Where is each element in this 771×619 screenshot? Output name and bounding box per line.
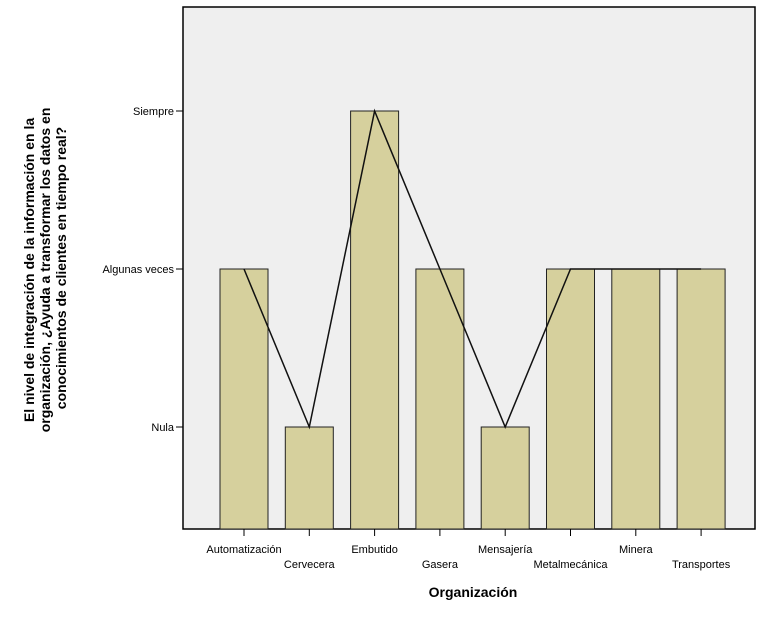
x-tick-label: Embutido xyxy=(351,544,397,556)
bar xyxy=(480,426,530,530)
bar xyxy=(546,268,595,530)
bar xyxy=(350,110,400,530)
bars-group xyxy=(219,110,726,530)
y-axis-title-line-1: El nivel de integración de la informació… xyxy=(21,118,37,422)
bar xyxy=(676,268,726,530)
series-line xyxy=(243,108,702,430)
bar xyxy=(219,268,269,530)
x-tick-label: Gasera xyxy=(422,559,459,571)
y-axis-title-line-2: organización, ¿Ayuda a transformar los d… xyxy=(37,108,53,433)
bar xyxy=(284,426,334,530)
x-tick-label: Mensajería xyxy=(478,544,533,556)
y-axis-title-line-3: conocimientos de clientes en tiempo real… xyxy=(53,127,69,409)
line-group xyxy=(243,108,702,430)
bar xyxy=(415,268,465,530)
y-axis-title: El nivel de integración de la informació… xyxy=(21,104,69,433)
x-tick-label: Cervecera xyxy=(284,559,336,571)
plot-area xyxy=(182,6,756,530)
y-tick-label: Nula xyxy=(151,422,175,434)
x-tick-label: Automatización xyxy=(206,544,281,556)
y-tick-label: Siempre xyxy=(133,106,174,118)
x-axis-title: Organización xyxy=(429,584,518,600)
y-axis-ticks: Nula Algunas veces Siempre xyxy=(102,106,183,434)
x-tick-label: Minera xyxy=(619,544,654,556)
bar xyxy=(611,268,661,530)
y-tick-label: Algunas veces xyxy=(102,264,174,276)
x-tick-label: Metalmecánica xyxy=(534,559,609,571)
x-tick-label: Transportes xyxy=(672,559,731,571)
